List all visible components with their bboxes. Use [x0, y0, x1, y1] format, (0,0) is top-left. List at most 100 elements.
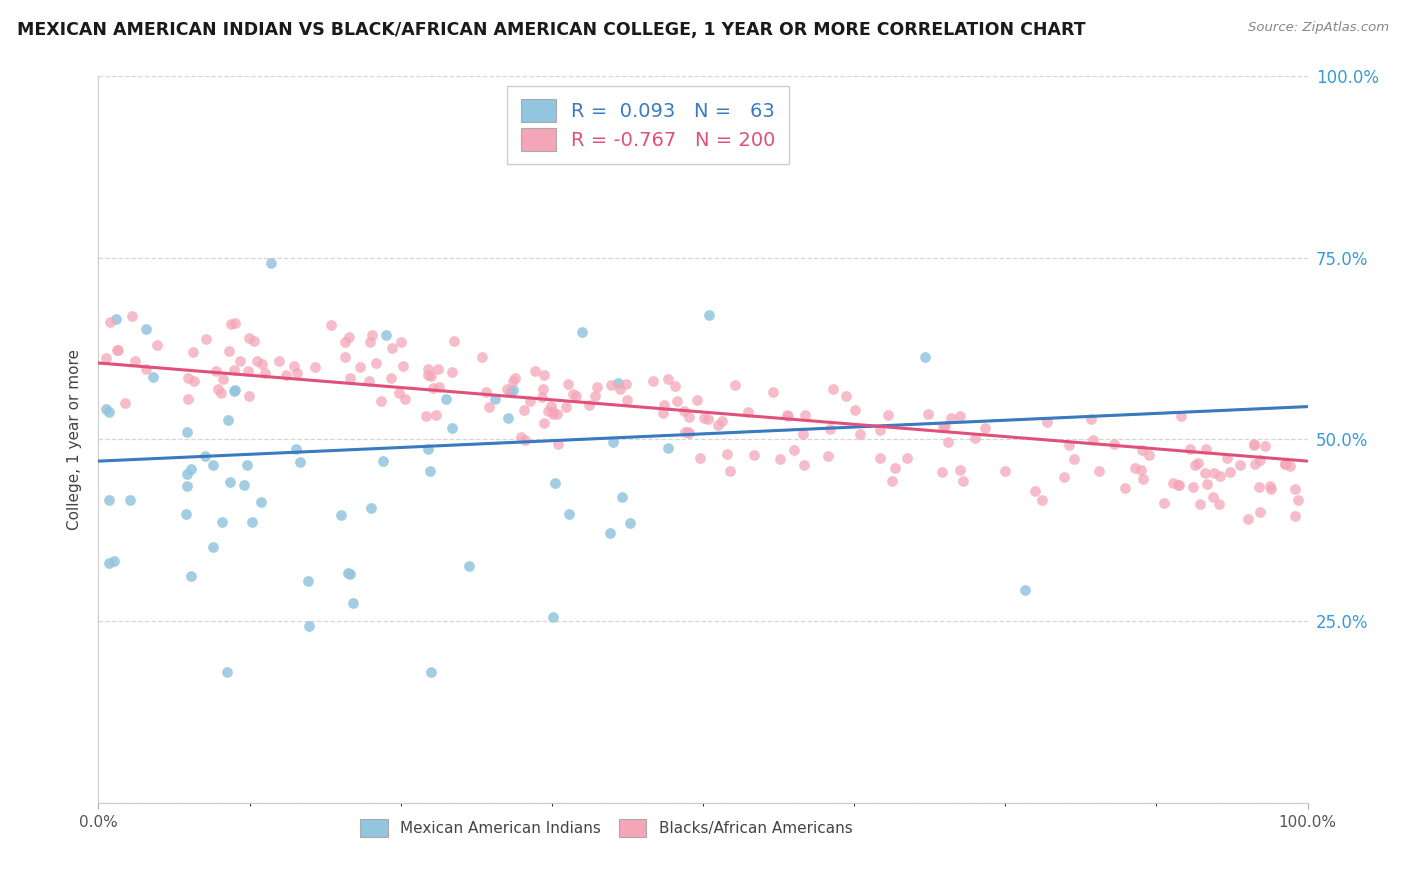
Legend: Mexican American Indians, Blacks/African Americans: Mexican American Indians, Blacks/African… — [352, 810, 862, 846]
Point — [562, 386, 585, 401]
Point — [1188, 498, 1211, 512]
Point — [298, 619, 321, 633]
Point — [821, 382, 844, 396]
Point — [422, 381, 444, 395]
Point — [285, 367, 308, 381]
Point — [337, 566, 360, 580]
Point — [1216, 451, 1239, 466]
Point — [869, 423, 891, 437]
Point — [762, 384, 785, 399]
Point — [1104, 437, 1126, 451]
Point — [531, 382, 554, 396]
Point — [1024, 483, 1046, 498]
Point — [934, 418, 956, 433]
Point — [546, 407, 568, 421]
Point — [1132, 472, 1154, 486]
Point — [238, 331, 260, 345]
Point — [693, 410, 716, 425]
Y-axis label: College, 1 year or more: College, 1 year or more — [67, 349, 83, 530]
Point — [243, 334, 266, 349]
Point — [931, 466, 953, 480]
Point — [1194, 466, 1216, 480]
Point — [211, 515, 233, 529]
Point — [1053, 470, 1076, 484]
Point — [1219, 465, 1241, 479]
Point — [666, 394, 689, 409]
Point — [478, 400, 501, 414]
Point — [1168, 478, 1191, 492]
Point — [537, 404, 560, 418]
Text: MEXICAN AMERICAN INDIAN VS BLACK/AFRICAN AMERICAN COLLEGE, 1 YEAR OR MORE CORREL: MEXICAN AMERICAN INDIAN VS BLACK/AFRICAN… — [17, 21, 1085, 39]
Point — [103, 554, 125, 568]
Point — [612, 490, 634, 504]
Point — [1163, 475, 1185, 490]
Point — [105, 312, 128, 326]
Point — [97, 556, 120, 570]
Point — [718, 464, 741, 478]
Point — [177, 392, 200, 406]
Point — [502, 374, 524, 388]
Point — [374, 328, 396, 343]
Point — [742, 448, 765, 462]
Point — [484, 392, 506, 406]
Point — [176, 425, 198, 439]
Point — [509, 430, 531, 444]
Point — [1286, 492, 1309, 507]
Point — [114, 396, 136, 410]
Point — [222, 384, 245, 398]
Point — [1080, 412, 1102, 426]
Point — [699, 308, 721, 322]
Point — [357, 374, 380, 388]
Point — [502, 383, 524, 397]
Point — [94, 401, 117, 416]
Point — [835, 389, 858, 403]
Point — [201, 541, 224, 555]
Point — [533, 368, 555, 383]
Point — [389, 335, 412, 350]
Point — [673, 403, 696, 417]
Point — [724, 378, 747, 392]
Point — [349, 359, 371, 374]
Point — [686, 393, 709, 408]
Point — [380, 341, 402, 355]
Point — [219, 475, 242, 490]
Point — [1208, 497, 1230, 511]
Point — [105, 343, 128, 357]
Point — [233, 477, 256, 491]
Point — [1236, 512, 1258, 526]
Point — [1279, 458, 1302, 473]
Point — [498, 410, 520, 425]
Point — [543, 407, 565, 421]
Point — [240, 516, 263, 530]
Point — [224, 384, 246, 398]
Point — [1014, 583, 1036, 598]
Text: Source: ZipAtlas.com: Source: ZipAtlas.com — [1249, 21, 1389, 35]
Point — [565, 389, 588, 403]
Point — [388, 386, 411, 401]
Point — [146, 338, 169, 352]
Point — [676, 425, 699, 440]
Point — [697, 412, 720, 426]
Point — [359, 335, 381, 350]
Point — [97, 492, 120, 507]
Point — [877, 409, 900, 423]
Point — [1125, 461, 1147, 475]
Point — [678, 426, 700, 441]
Point — [135, 322, 157, 336]
Point — [917, 407, 939, 421]
Point — [427, 379, 450, 393]
Point — [229, 354, 252, 368]
Point — [335, 350, 357, 364]
Point — [1202, 466, 1225, 480]
Point — [557, 377, 579, 392]
Point — [440, 421, 463, 435]
Point — [416, 368, 439, 382]
Point — [260, 256, 283, 270]
Point — [267, 353, 290, 368]
Point — [949, 463, 972, 477]
Point — [180, 569, 202, 583]
Point — [558, 507, 581, 521]
Point — [1274, 457, 1296, 471]
Point — [664, 379, 686, 393]
Point — [217, 665, 239, 679]
